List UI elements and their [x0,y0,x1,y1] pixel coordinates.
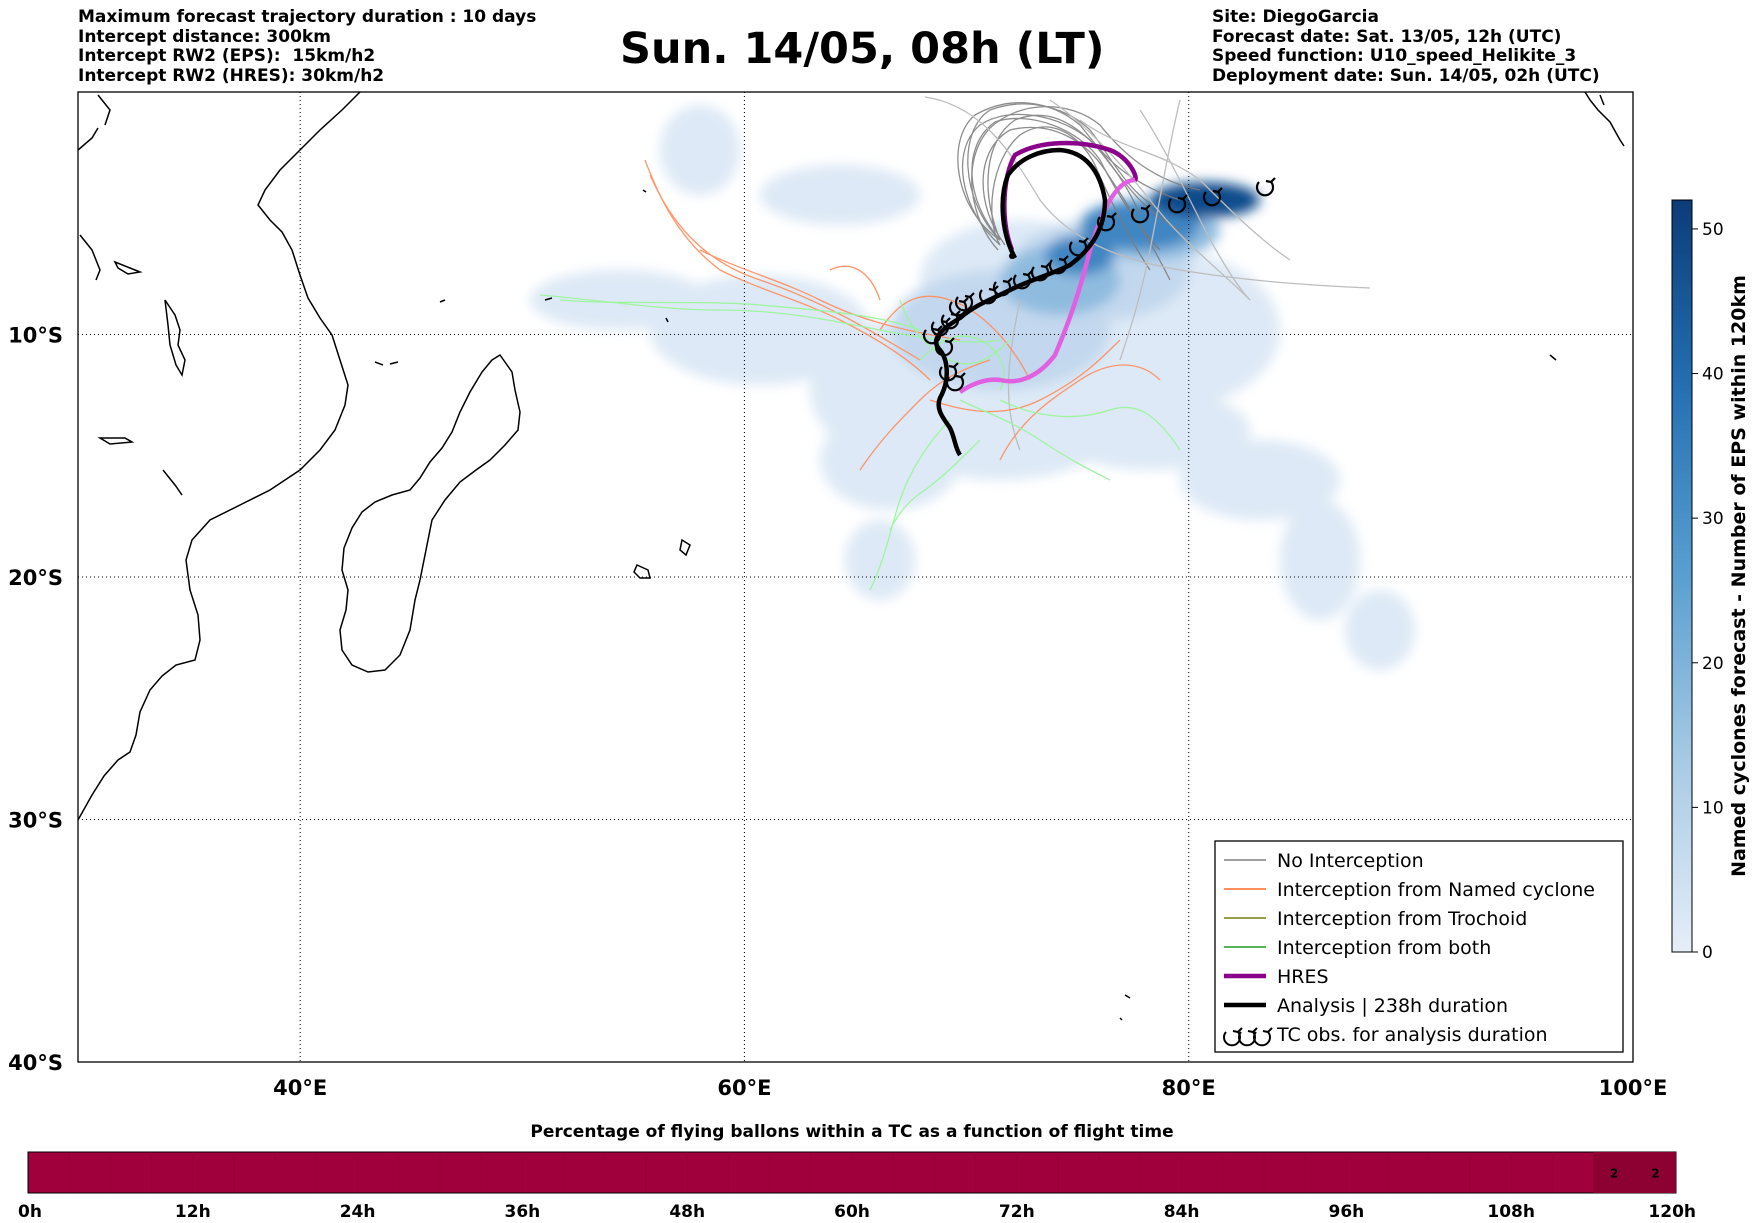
legend: No Interception Interception from Named c… [1214,840,1624,1053]
map-grid [78,92,1633,1062]
timebar-tick-label: 48h [669,1202,705,1222]
legend-label: Interception from Trochoid [1277,908,1527,930]
latitude-tick-label: 30°S [8,809,63,833]
colorbar-gradient [1671,199,1693,953]
colorbar-tick-label: 30 [1702,509,1724,529]
arabia-coastline [78,94,111,151]
header-right: Site: DiegoGarcia Forecast date: Sat. 13/… [1212,7,1600,86]
tc-obs-marker [940,310,961,330]
legend-tc-swatch [1223,1027,1273,1047]
header-left-line-2: Intercept distance: 300km [78,26,331,47]
header-right-line-3: Speed function: U10_speed_Helikite_3 [1212,46,1577,66]
tc-obs-marker [1096,212,1117,232]
longitude-tick-label: 100°E [1599,1076,1668,1100]
legend-label: No Interception [1277,850,1424,872]
map-frame [77,91,1634,1063]
header-left-line-4: Intercept RW2 (HRES): 30km/h2 [78,65,385,86]
colorbar-tick-label: 10 [1702,798,1724,818]
analysis-trajectory [933,147,1108,457]
page-title: Sun. 14/05, 08h (LT) [620,24,1105,74]
latitude-tick-label: 40°S [8,1051,63,1075]
map-area [78,92,1633,1062]
timebar-cell [1634,1152,1676,1193]
timebar-cell-label: 2 [1651,1167,1659,1181]
tc-obs-marker [1130,204,1151,224]
legend-item: TC obs. for analysis duration [1223,1024,1548,1047]
colorbar: 0 10 20 30 40 50 Named cyclones forecast - Num… [1671,199,1750,963]
legend-label: TC obs. for analysis duration [1276,1024,1548,1046]
legend-item: No Interception [1224,850,1424,872]
tc-obs-marker [934,337,955,357]
timebar-tick-label: 84h [1164,1202,1200,1222]
timebar-tick-label: 60h [834,1202,870,1222]
timebar-tick-label: 120h [1648,1202,1696,1222]
legend-label: Analysis | 238h duration [1277,995,1508,1017]
header-left: Maximum forecast trajectory duration : 1… [78,7,537,86]
tc-observation-markers [922,177,1276,392]
coastlines [78,92,1625,1021]
longitude-tick-labels: 40°E 60°E 80°E 100°E [273,1076,1667,1100]
colorbar-tick-label: 50 [1702,220,1724,240]
legend-box [1214,840,1624,1053]
tc-obs-marker [1202,187,1223,207]
timebar-title: Percentage of flying ballons within a TC… [530,1122,1173,1142]
site-marker [1009,253,1015,259]
flight-time-bar: Percentage of flying ballons within a TC… [18,1122,1696,1222]
legend-item: Interception from Named cyclone [1224,879,1595,901]
timebar-tick-label: 0h [18,1202,42,1222]
legend-label: Interception from Named cyclone [1277,879,1595,901]
tc-obs-marker [978,285,999,305]
timebar-tick-label: 12h [175,1202,211,1222]
legend-label: HRES [1277,966,1329,988]
timebar-cell [1593,1152,1635,1193]
timebar-tick-label: 24h [340,1202,376,1222]
tc-obs-marker [1068,237,1089,257]
longitude-tick-label: 40°E [273,1076,327,1100]
timebar-tick-label: 108h [1487,1202,1535,1222]
legend-item: Analysis | 238h duration [1224,995,1508,1017]
header-right-line-2: Forecast date: Sat. 13/05, 12h (UTC) [1212,26,1562,47]
longitude-tick-label: 80°E [1162,1076,1216,1100]
latitude-tick-label: 20°S [8,566,63,590]
header-left-line-3: Intercept RW2 (EPS): 15km/h2 [78,46,376,66]
legend-item: HRES [1224,966,1329,988]
header-right-line-1: Site: DiegoGarcia [1212,7,1379,27]
tc-obs-marker [922,325,943,345]
tc-obs-marker [1012,270,1033,290]
header-left-line-1: Maximum forecast trajectory duration : 1… [78,7,537,27]
tc-obs-marker [948,297,969,317]
latitude-tick-labels: 10°S 20°S 30°S 40°S [8,324,63,1076]
tc-obs-marker [1255,177,1276,197]
header-right-line-4: Deployment date: Sun. 14/05, 02h (UTC) [1212,65,1600,86]
colorbar-label: Named cyclones forecast - Number of EPS … [1728,275,1750,877]
no-interception-light-trajectories [924,96,1371,451]
tc-obs-marker [1253,1027,1273,1047]
timebar-tick-label: 96h [1329,1202,1365,1222]
colorbar-tick-label: 20 [1702,654,1724,674]
tc-obs-marker [1167,194,1188,214]
latitude-tick-label: 10°S [8,324,63,348]
colorbar-tick-label: 0 [1702,943,1713,963]
legend-item: Interception from both [1224,937,1491,959]
tc-obs-marker [945,372,966,392]
no-interception-trajectories [957,102,1201,281]
timebar-tick-label: 36h [505,1202,541,1222]
longitude-tick-label: 60°E [717,1076,771,1100]
timebar-cell-label: 2 [1610,1167,1618,1181]
madagascar-coastline [339,353,521,673]
colorbar-tick-label: 40 [1702,365,1724,385]
tc-obs-marker [992,277,1013,297]
legend-label: Interception from both [1277,937,1491,959]
tc-obs-marker [954,292,975,312]
timebar-tick-label: 72h [999,1202,1035,1222]
legend-item: Interception from Trochoid [1224,908,1527,930]
africa-coastline [78,92,361,821]
interception-named-cyclone-trajectories [644,159,1161,471]
